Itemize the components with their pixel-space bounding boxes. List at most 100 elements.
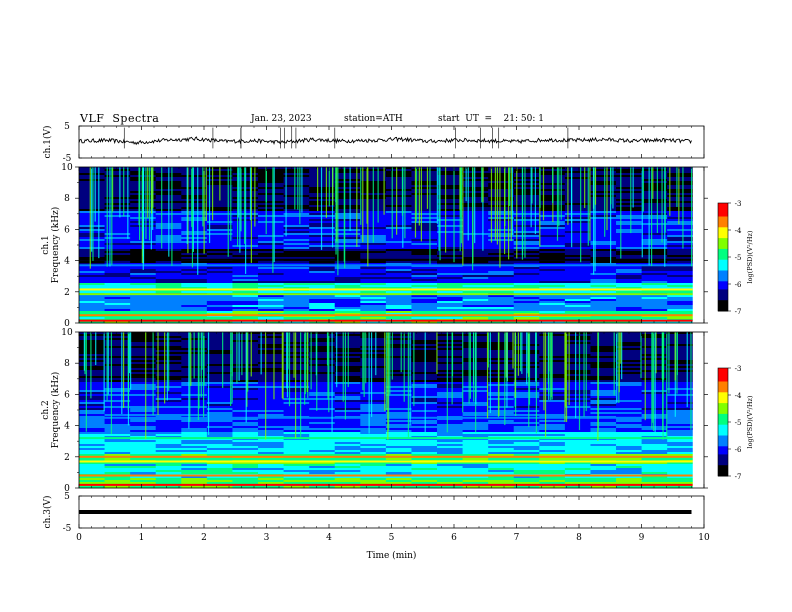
spectrogram-cell — [411, 476, 438, 479]
spectrogram-cell — [104, 237, 131, 240]
spectrogram-cell — [232, 366, 259, 369]
spectrogram-cell — [206, 225, 233, 228]
spectrogram-cell — [385, 442, 412, 445]
spectrogram-cell — [641, 245, 668, 248]
spectrogram-cell — [206, 332, 233, 335]
spectrogram-cell — [513, 271, 540, 274]
spectrogram-cell — [590, 476, 617, 479]
spectrogram-cell — [130, 394, 157, 397]
spectrogram-cell — [309, 464, 336, 467]
spectrogram-cell — [411, 225, 438, 228]
spectrogram-cell — [411, 468, 438, 471]
spectrogram-cell — [385, 321, 412, 324]
spectrogram-cell — [667, 207, 694, 210]
spectrogram-cell — [104, 173, 131, 176]
spectrogram-cell — [513, 247, 540, 250]
spectrogram-cell — [437, 317, 464, 320]
y-tick-label: 5 — [64, 492, 70, 502]
spectrogram-cell — [411, 245, 438, 248]
spectrogram-cell — [258, 376, 285, 379]
spectrogram-cell — [130, 454, 157, 457]
spectrogram-cell — [283, 362, 310, 365]
spectrogram-cell — [232, 279, 259, 282]
spectrogram-cell — [79, 358, 106, 361]
spectrogram-cell — [590, 392, 617, 395]
spectrogram-cell — [309, 301, 336, 304]
spectrogram-cell — [309, 227, 336, 230]
spectrogram-cell — [590, 402, 617, 405]
spectrogram-cell — [411, 273, 438, 276]
spectrogram-cell — [590, 223, 617, 226]
spectrogram-cell — [437, 370, 464, 373]
spectrogram-cell — [488, 358, 515, 361]
spectrogram-cell — [616, 402, 643, 405]
spectrogram-cell — [437, 199, 464, 202]
spectrogram-cell — [258, 478, 285, 481]
spectrogram-cell — [462, 438, 489, 441]
spectrogram-cell — [360, 470, 387, 473]
spectrogram-cell — [283, 191, 310, 194]
spectrogram-cell — [130, 422, 157, 425]
sferic-streak — [123, 332, 125, 409]
sferic-streak — [584, 167, 586, 209]
spectrogram-cell — [360, 468, 387, 471]
sferic-streak — [528, 332, 530, 427]
spectrogram-cell — [130, 317, 157, 320]
spectrogram-cell — [232, 446, 259, 449]
spectrogram-cell — [155, 478, 182, 481]
spectrogram-cell — [437, 275, 464, 278]
spectrogram-cell — [590, 195, 617, 198]
spectrogram-cell — [283, 462, 310, 465]
spectrogram-cell — [513, 195, 540, 198]
spectrogram-cell — [616, 406, 643, 409]
spectrogram-cell — [130, 408, 157, 411]
spectrogram-cell — [104, 350, 131, 353]
spectrogram-cell — [79, 448, 106, 451]
sferic-streak — [415, 167, 418, 222]
spectrogram-cell — [104, 410, 131, 413]
spectrogram-cell — [79, 299, 106, 302]
spectrogram-cell — [104, 382, 131, 385]
spectrogram-cell — [206, 317, 233, 320]
sferic-streak — [436, 332, 438, 375]
spectrogram-cell — [283, 482, 310, 485]
spectrogram-cell — [258, 271, 285, 274]
spectrogram-cell — [488, 297, 515, 300]
spectrogram-cell — [385, 396, 412, 399]
spectrogram-cell — [283, 442, 310, 445]
spectrogram-cell — [385, 209, 412, 212]
spectrogram-cell — [590, 207, 617, 210]
spectrogram-cell — [385, 219, 412, 222]
spectrogram-cell — [411, 482, 438, 485]
sferic-streak — [205, 167, 207, 221]
spectrogram-cell — [616, 301, 643, 304]
sferic-streak — [676, 332, 678, 376]
spectrogram-cell — [385, 340, 412, 343]
spectrogram-cell — [360, 362, 387, 365]
spectrogram-cell — [79, 400, 106, 403]
spectrogram-cell — [104, 195, 131, 198]
spectrogram-cell — [104, 414, 131, 417]
spectrogram-cell — [104, 221, 131, 224]
spectrogram-cell — [564, 283, 591, 286]
spectrogram-cell — [283, 448, 310, 451]
spectrogram-cell — [206, 305, 233, 308]
spectrogram-cell — [411, 173, 438, 176]
spectrogram-cell — [488, 398, 515, 401]
spectrogram-cell — [590, 251, 617, 254]
spectrogram-cell — [283, 173, 310, 176]
spectrogram-cell — [181, 307, 208, 310]
spectrogram-cell — [437, 388, 464, 391]
spectrogram-cell — [385, 478, 412, 481]
sferic-streak — [161, 167, 163, 249]
spectrogram-cell — [641, 281, 668, 284]
spectrogram-cell — [258, 305, 285, 308]
spectrogram-cell — [206, 440, 233, 443]
spectrogram-cell — [258, 354, 285, 357]
colorbar-cell — [718, 403, 728, 407]
spectrogram-cell — [334, 402, 361, 405]
spectrogram-cell — [488, 267, 515, 270]
spectrogram-cell — [488, 346, 515, 349]
spectrogram-cell — [155, 420, 182, 423]
spectrogram-cell — [385, 444, 412, 447]
